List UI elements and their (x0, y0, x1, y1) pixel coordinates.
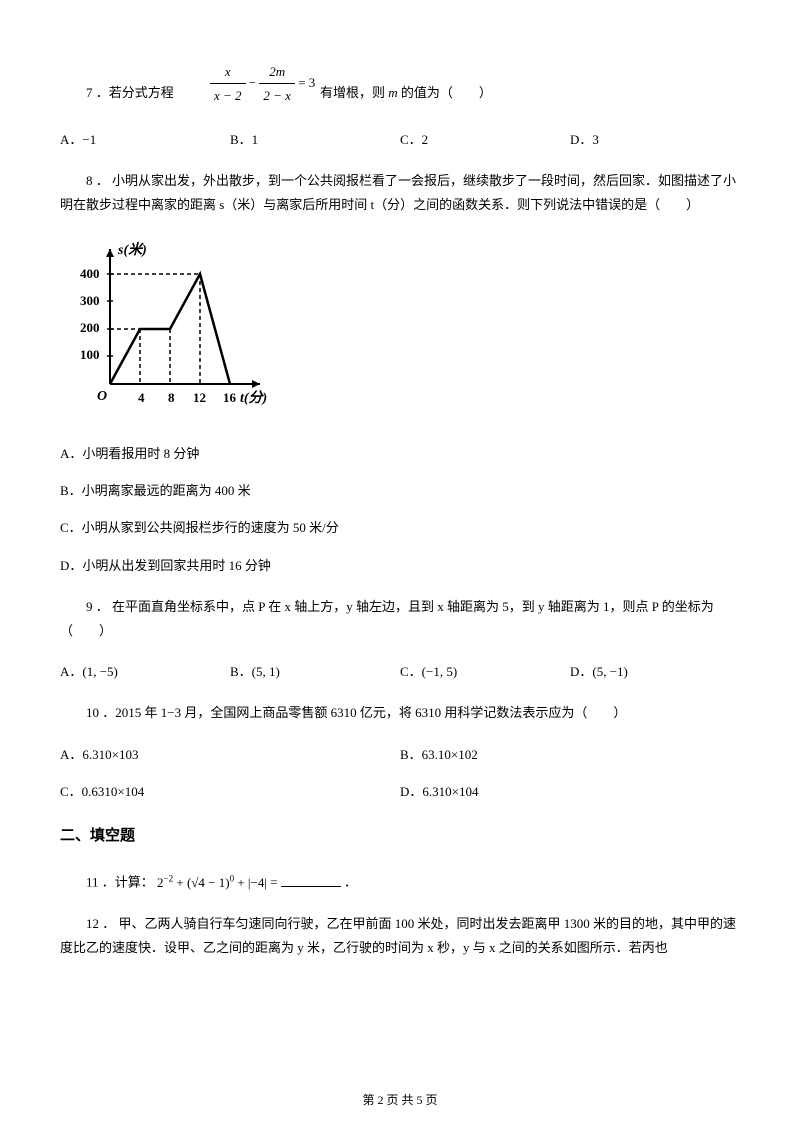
svg-text:O: O (97, 389, 107, 404)
q7-option-d: D．3 (570, 128, 740, 151)
svg-text:s(米): s(米) (117, 241, 147, 258)
svg-text:8: 8 (168, 390, 175, 405)
q7-option-a: A．−1 (60, 128, 230, 151)
svg-text:12: 12 (193, 390, 206, 405)
svg-text:4: 4 (138, 390, 145, 405)
blank-answer (281, 886, 341, 887)
svg-text:16: 16 (223, 390, 237, 405)
question-7: 7 ．若分式方程 x x − 2 − 2m 2 − x = 3 有增根，则 m … (60, 60, 740, 110)
page-footer: 第 2 页 共 5 页 (0, 1090, 800, 1112)
q9-option-c: C．(−1, 5) (400, 660, 570, 683)
q10-option-c: C．0.6310×104 (60, 780, 400, 803)
q10-options: A．6.310×103 B．63.10×102 C．0.6310×104 D．6… (60, 743, 740, 804)
svg-text:400: 400 (80, 266, 100, 281)
q10-option-d: D．6.310×104 (400, 780, 740, 803)
q8-option-a: A．小明看报用时 8 分钟 (60, 442, 740, 465)
q8-option-d: D．小明从出发到回家共用时 16 分钟 (60, 554, 740, 577)
question-8: 8 ． 小明从家出发，外出散步，到一个公共阅报栏看了一会报后，继续散步了一段时间… (60, 169, 740, 216)
svg-text:t(分): t(分) (240, 390, 267, 406)
q7-prefix: 7 ．若分式方程 (86, 81, 174, 104)
q7-suffix: 有增根，则 m 的值为（ ） (320, 81, 492, 104)
question-12: 12 ． 甲、乙两人骑自行车匀速同向行驶，乙在甲前面 100 米处，同时出发去距… (60, 912, 740, 959)
question-11: 11 ．计算： 2−2 + (√4 − 1)0 + |−4| = ． (60, 870, 740, 894)
q8-option-c: C．小明从家到公共阅报栏步行的速度为 50 米/分 (60, 516, 740, 539)
q8-graph: s(米) t(分) 400 300 200 100 4 8 12 16 O (60, 234, 740, 421)
q7-option-b: B．1 (230, 128, 400, 151)
q9-option-d: D．(5, −1) (570, 660, 740, 683)
q11-formula: 2−2 + (√4 − 1)0 + |−4| (157, 875, 267, 890)
section-2-title: 二、填空题 (60, 823, 740, 850)
q7-option-c: C．2 (400, 128, 570, 151)
q10-option-b: B．63.10×102 (400, 743, 740, 766)
q9-option-b: B．(5, 1) (230, 660, 400, 683)
svg-text:200: 200 (80, 320, 100, 335)
question-10: 10 ．2015 年 1−3 月，全国网上商品零售额 6310 亿元，将 631… (60, 701, 740, 724)
q7-options: A．−1 B．1 C．2 D．3 (60, 128, 740, 151)
question-9: 9 ． 在平面直角坐标系中，点 P 在 x 轴上方，y 轴左边，且到 x 轴距离… (60, 595, 740, 642)
q9-options: A．(1, −5) B．(5, 1) C．(−1, 5) D．(5, −1) (60, 660, 740, 683)
q8-options: A．小明看报用时 8 分钟 B．小明离家最远的距离为 400 米 C．小明从家到… (60, 442, 740, 578)
svg-text:100: 100 (80, 347, 100, 362)
svg-text:300: 300 (80, 293, 100, 308)
q9-option-a: A．(1, −5) (60, 660, 230, 683)
q10-option-a: A．6.310×103 (60, 743, 400, 766)
q8-option-b: B．小明离家最远的距离为 400 米 (60, 479, 740, 502)
q7-formula: x x − 2 − 2m 2 − x = 3 (210, 60, 315, 108)
